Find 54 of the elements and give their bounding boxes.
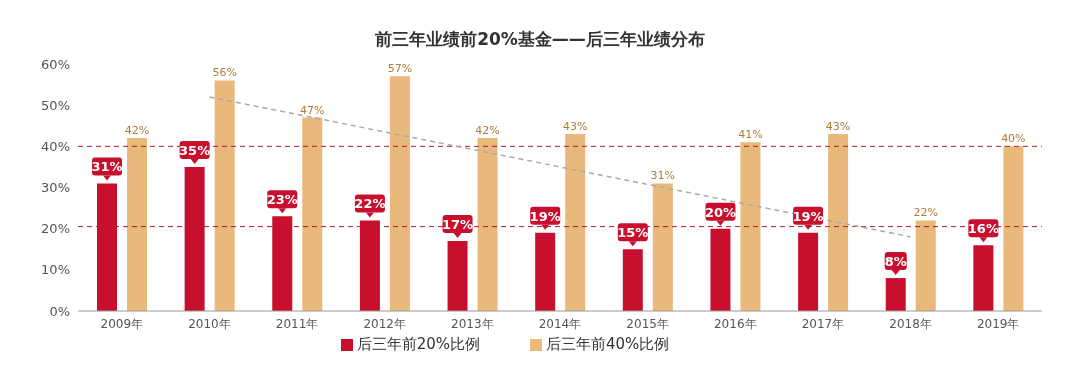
data-label: 31% [650,169,676,183]
data-label: 19% [792,208,824,224]
y-tick-label: 50% [41,97,70,113]
data-label: 40% [1001,132,1026,146]
data-label: 20% [704,204,737,220]
data-label: 43% [562,119,588,133]
chart-title: 前三年业绩前20%基金——后三年业绩分布 [374,28,706,51]
bar [915,220,936,311]
data-label: 8% [884,254,907,270]
x-tick-label: 2013年 [451,316,494,331]
data-label: 47% [300,103,325,117]
data-label: 56% [212,66,237,80]
y-tick-label: 20% [41,221,70,237]
bar [389,76,410,311]
x-tick-label: 2016年 [714,316,757,331]
x-tick-label: 2011年 [275,316,319,331]
legend-label: 后三年前40%比例 [546,335,670,353]
data-label: 15% [617,225,649,241]
bar [214,80,235,311]
x-tick-label: 2012年 [363,316,406,331]
x-tick-label: 2010年 [188,316,231,331]
y-tick-label: 10% [41,262,70,278]
data-label: 17% [441,217,474,233]
data-label: 43% [825,119,851,133]
bar [565,133,586,311]
y-tick-label: 40% [41,138,70,154]
bar [828,133,849,311]
bar [740,142,761,311]
legend-label: 后三年前20%比例 [356,335,480,353]
data-label: 41% [738,128,763,142]
x-tick-label: 2014年 [538,316,582,331]
data-label: 35% [179,142,211,158]
bar [447,241,468,311]
bar [1003,146,1024,311]
bar [652,183,673,311]
data-label: 22% [354,196,386,212]
x-tick-label: 2019年 [976,316,1020,331]
data-label: 57% [387,62,413,76]
bar [302,117,323,311]
data-label: 42% [475,124,500,138]
y-tick-label: 30% [41,180,70,196]
bar [477,138,498,311]
data-label: 42% [124,124,150,138]
x-tick-label: 2018年 [889,316,932,331]
y-tick-label: 0% [49,303,70,319]
data-label: 31% [91,159,123,175]
data-label: 22% [913,206,938,220]
bar [127,138,147,311]
data-label: 16% [967,221,999,237]
x-tick-label: 2017年 [801,316,845,331]
y-tick-label: 60% [41,56,70,72]
bar [885,278,906,311]
x-tick-label: 2015年 [626,316,669,331]
x-tick-label: 2009年 [100,316,144,331]
